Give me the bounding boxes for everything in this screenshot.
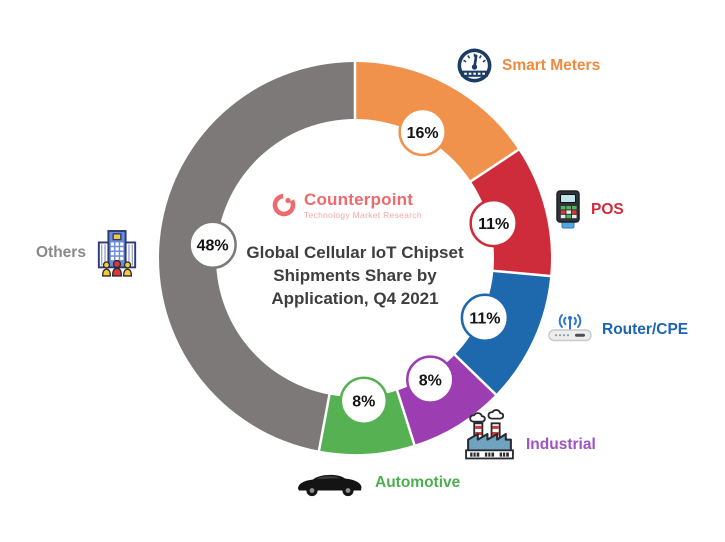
percent-value: 8% (352, 393, 375, 410)
legend-label-router-cpe: Router/CPE (602, 321, 689, 338)
segment-separator (453, 353, 498, 397)
legend-item-automotive: Automotive (292, 467, 460, 499)
legend-item-industrial: Industrial (462, 406, 596, 461)
segment-separator (492, 269, 552, 278)
legend-item-others: Others (36, 228, 139, 278)
segment-separator (395, 389, 416, 447)
smart-meter-gauge-icon (457, 48, 492, 83)
legend-label-others: Others (36, 244, 86, 261)
legend-item-pos: POS (554, 189, 624, 231)
percent-value: 16% (407, 125, 439, 142)
donut-segment-industrial (397, 354, 496, 445)
percent-value: 8% (419, 372, 442, 389)
percent-value: 11% (469, 311, 500, 328)
percent-bubble-router-cpe: 11% (460, 293, 510, 343)
router-icon (548, 314, 592, 342)
building-people-icon (97, 230, 137, 277)
percent-value: 11% (478, 216, 509, 233)
percent-bubble-others: 48% (188, 220, 237, 270)
percent-bubble-automotive: 8% (339, 376, 389, 425)
car-icon (298, 474, 362, 497)
percent-bubble-pos: 11% (469, 198, 518, 248)
donut-segment-others (159, 62, 355, 451)
factory-icon (465, 409, 514, 460)
legend-label-automotive: Automotive (375, 474, 461, 491)
percent-bubble-industrial: 8% (406, 355, 455, 404)
legend-label-pos: POS (591, 201, 624, 218)
percent-bubble-smart-meters: 16% (398, 107, 447, 157)
legend-label-smart-meters: Smart Meters (502, 56, 601, 74)
legend-item-router-cpe: Router/CPE (547, 311, 688, 343)
segment-separator (317, 393, 331, 452)
segment-separator (469, 148, 520, 183)
legend-item-smart-meters: Smart Meters (456, 47, 600, 84)
pos-terminal-icon (556, 190, 580, 229)
percent-value: 48% (197, 238, 229, 255)
legend-label-industrial: Industrial (526, 436, 596, 453)
